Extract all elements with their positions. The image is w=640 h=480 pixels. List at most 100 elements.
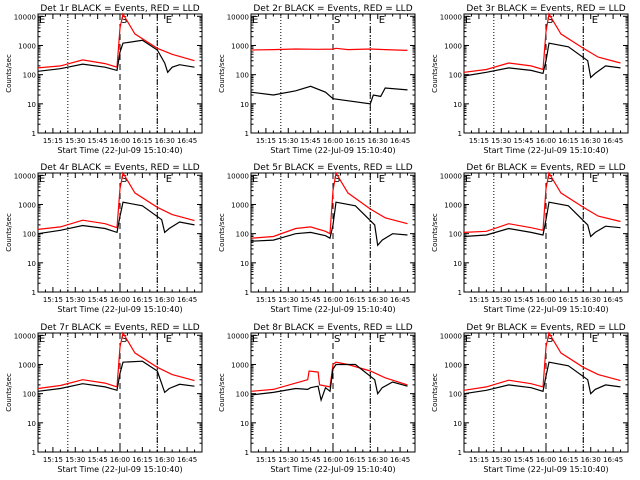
x-tick-label: 16:00 [536,456,556,464]
x-tick-label: 15:30 [491,137,511,145]
marker-label: S [334,334,340,345]
marker-label: S [121,334,127,345]
x-tick-label: 15:30 [491,296,511,304]
x-tick-label: 15:30 [278,456,298,464]
x-tick-label: 16:00 [110,296,130,304]
x-tick-label: 16:45 [390,137,410,145]
events-line [463,361,621,395]
y-tick-label: 10000 [14,172,36,180]
y-tick-label: 10 [27,420,36,428]
panel-title: Det 1r BLACK = Events, RED = LLD [40,4,199,14]
marker-label: E [166,334,172,345]
y-tick-label: 100 [236,391,249,399]
lld-line [250,361,408,392]
panel-det-4: Det 4r BLACK = Events, RED = LLD 1 10 100 10… [5,163,203,314]
panel-title: Det 9r BLACK = Events, RED = LLD [466,323,625,333]
panel-det-1: Det 1r BLACK = Events, RED = LLD 1 10 100 10… [5,4,203,155]
panel-title: Det 2r BLACK = Events, RED = LLD [253,4,412,14]
events-line [250,363,408,403]
x-tick-label: 15:45 [301,296,321,304]
x-tick-label: 16:15 [132,456,152,464]
lld-line [463,12,621,73]
x-tick-label: 16:30 [581,456,601,464]
y-tick-label: 100 [449,231,462,239]
x-tick-label: 15:30 [278,137,298,145]
y-tick-label: 1000 [231,201,249,209]
x-tick-label: 15:15 [43,456,63,464]
marker-label: S [547,334,553,345]
y-tick-label: 1000 [18,42,36,50]
marker-label: E [379,174,385,185]
lld-line [250,171,408,239]
x-tick-label: 16:00 [110,456,130,464]
y-tick-label: 1 [32,130,36,138]
y-tick-label: 1000 [18,201,36,209]
y-tick-label: 1000 [444,42,462,50]
y-tick-label: 100 [23,391,36,399]
x-axis-label: Start Time (22-Jul-09 15:10:40) [57,146,182,155]
panel-title: Det 3r BLACK = Events, RED = LLD [466,4,625,14]
x-axis-label: Start Time (22-Jul-09 15:10:40) [483,465,608,474]
x-tick-label: 16:45 [177,296,197,304]
x-tick-label: 15:45 [514,296,534,304]
events-line [37,39,195,74]
y-tick-label: 10 [240,260,249,268]
marker-label: E [465,334,471,345]
x-tick-label: 15:15 [256,137,276,145]
panel-title: Det 4r BLACK = Events, RED = LLD [40,163,199,173]
x-tick-label: 16:30 [581,137,601,145]
y-tick-label: 10 [240,101,249,109]
x-tick-label: 16:15 [345,456,365,464]
lld-line [37,171,195,230]
x-tick-label: 16:30 [368,296,388,304]
lld-line [463,171,621,233]
panel-det-9: Det 9r BLACK = Events, RED = LLD 1 10 100 10… [431,323,629,474]
y-axis-label: Counts/sec [5,54,13,93]
y-tick-label: 10000 [440,172,462,180]
lld-line [37,331,195,390]
x-axis-label: Start Time (22-Jul-09 15:10:40) [270,305,395,314]
lld-line [37,12,195,69]
events-line [250,201,408,247]
marker-label: S [121,15,127,26]
y-tick-label: 10 [453,420,462,428]
y-tick-label: 100 [236,231,249,239]
panel-title: Det 7r BLACK = Events, RED = LLD [40,323,199,333]
y-axis-label: Counts/sec [431,373,439,412]
y-tick-label: 100 [23,231,36,239]
marker-label: S [547,15,553,26]
y-tick-label: 1 [245,289,249,297]
x-tick-label: 16:15 [558,137,578,145]
y-tick-label: 1 [458,449,462,457]
marker-label: E [465,174,471,185]
x-tick-label: 16:30 [581,296,601,304]
x-tick-label: 15:30 [65,456,85,464]
lld-line [463,331,621,391]
x-tick-label: 16:15 [558,296,578,304]
panel-det-8: Det 8r BLACK = Events, RED = LLD 1 10 100 10… [218,323,416,474]
panel-title: Det 6r BLACK = Events, RED = LLD [466,163,625,173]
x-tick-label: 15:15 [43,137,63,145]
events-line [37,201,195,235]
y-tick-label: 1000 [231,361,249,369]
y-tick-label: 10000 [440,332,462,340]
y-tick-label: 10 [27,260,36,268]
y-tick-label: 1000 [444,201,462,209]
x-tick-label: 15:45 [88,296,108,304]
y-axis-label: Counts/sec [218,373,226,412]
marker-label: E [252,334,258,345]
x-axis-label: Start Time (22-Jul-09 15:10:40) [270,465,395,474]
x-tick-label: 16:45 [603,456,623,464]
x-axis-label: Start Time (22-Jul-09 15:10:40) [57,305,182,314]
x-tick-label: 15:45 [88,456,108,464]
x-tick-label: 16:30 [155,456,175,464]
marker-label: S [547,174,553,185]
marker-label: E [592,174,598,185]
y-tick-label: 1000 [231,42,249,50]
panel-det-2: Det 2r BLACK = Events, RED = LLD 1 10 100 10… [218,4,416,155]
x-tick-label: 15:30 [65,137,85,145]
x-tick-label: 15:15 [43,296,63,304]
x-tick-label: 16:15 [345,296,365,304]
y-tick-label: 1 [458,130,462,138]
y-tick-label: 10000 [227,13,249,21]
